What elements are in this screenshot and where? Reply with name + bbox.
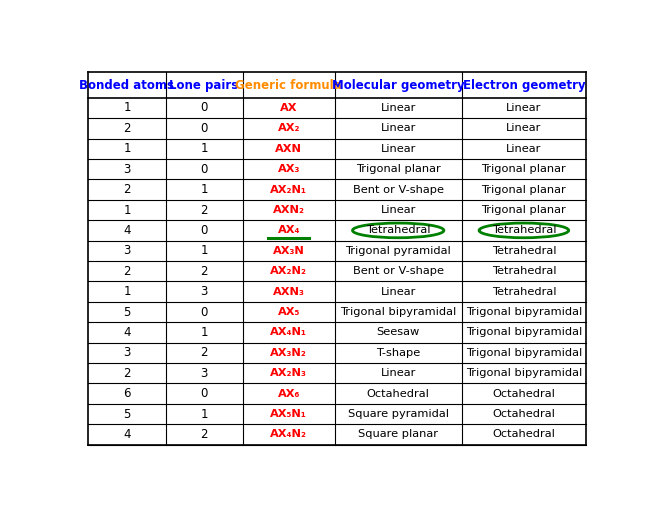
Text: 1: 1 — [123, 101, 131, 115]
Text: 4: 4 — [123, 326, 131, 339]
Text: 0: 0 — [201, 306, 208, 318]
Text: Generic formula: Generic formula — [236, 79, 342, 92]
Text: Trigonal bipyramidal: Trigonal bipyramidal — [466, 368, 582, 378]
Text: 3: 3 — [123, 244, 131, 258]
Text: 2: 2 — [200, 346, 208, 359]
Text: Trigonal bipyramidal: Trigonal bipyramidal — [466, 348, 582, 358]
Text: Linear: Linear — [506, 123, 542, 134]
Text: AXN₃: AXN₃ — [273, 287, 305, 296]
Text: Trigonal planar: Trigonal planar — [482, 164, 567, 174]
Text: AXN: AXN — [275, 144, 302, 154]
Text: 0: 0 — [201, 224, 208, 237]
Text: AX₂: AX₂ — [278, 123, 300, 134]
Text: AX₂N₁: AX₂N₁ — [270, 185, 307, 195]
Text: Linear: Linear — [506, 144, 542, 154]
Text: Linear: Linear — [380, 287, 416, 296]
Text: 1: 1 — [123, 203, 131, 217]
Text: AX₃N₂: AX₃N₂ — [270, 348, 307, 358]
Text: Bent or V-shape: Bent or V-shape — [353, 185, 443, 195]
Text: Tetrahedral: Tetrahedral — [492, 246, 556, 256]
Text: 0: 0 — [201, 101, 208, 115]
Text: 3: 3 — [201, 285, 208, 298]
Text: Trigonal bipyramidal: Trigonal bipyramidal — [466, 307, 582, 317]
Text: Tetrahedral: Tetrahedral — [492, 287, 556, 296]
Text: AX₂N₂: AX₂N₂ — [270, 266, 307, 276]
Text: 1: 1 — [200, 244, 208, 258]
Text: Tetrahedral: Tetrahedral — [366, 225, 430, 236]
Text: Trigonal bipyramidal: Trigonal bipyramidal — [466, 327, 582, 337]
Text: Trigonal planar: Trigonal planar — [356, 164, 441, 174]
Text: AX₄: AX₄ — [278, 225, 300, 236]
Text: 1: 1 — [200, 408, 208, 420]
Text: Trigonal pyramidal: Trigonal pyramidal — [345, 246, 451, 256]
Text: T-shape: T-shape — [376, 348, 420, 358]
Text: Tetrahedral: Tetrahedral — [492, 225, 556, 236]
Text: Octahedral: Octahedral — [492, 389, 555, 399]
Text: 0: 0 — [201, 387, 208, 400]
Text: Trigonal planar: Trigonal planar — [482, 205, 567, 215]
Text: Linear: Linear — [506, 103, 542, 113]
Text: AX₃N: AX₃N — [273, 246, 305, 256]
Text: Bonded atoms: Bonded atoms — [80, 79, 174, 92]
Text: Tetrahedral: Tetrahedral — [492, 266, 556, 276]
Text: 1: 1 — [123, 285, 131, 298]
Text: 1: 1 — [200, 183, 208, 196]
Text: AX₆: AX₆ — [278, 389, 300, 399]
Text: Bent or V-shape: Bent or V-shape — [353, 266, 443, 276]
Text: 0: 0 — [201, 122, 208, 135]
Text: AXN₂: AXN₂ — [272, 205, 305, 215]
Text: Linear: Linear — [380, 205, 416, 215]
Text: 1: 1 — [123, 142, 131, 155]
Text: 2: 2 — [200, 265, 208, 278]
Text: 2: 2 — [123, 122, 131, 135]
Text: Octahedral: Octahedral — [492, 430, 555, 439]
Text: AX₅N₁: AX₅N₁ — [270, 409, 307, 419]
Text: Octahedral: Octahedral — [492, 409, 555, 419]
Text: 6: 6 — [123, 387, 131, 400]
Text: 4: 4 — [123, 224, 131, 237]
Text: 1: 1 — [200, 326, 208, 339]
Text: Linear: Linear — [380, 368, 416, 378]
Text: Molecular geometry: Molecular geometry — [332, 79, 465, 92]
Text: 5: 5 — [123, 408, 131, 420]
Text: Electron geometry: Electron geometry — [463, 79, 585, 92]
Text: 2: 2 — [200, 428, 208, 441]
Text: Square pyramidal: Square pyramidal — [347, 409, 449, 419]
Text: AX: AX — [280, 103, 297, 113]
Text: Lone pairs: Lone pairs — [170, 79, 239, 92]
Text: 3: 3 — [201, 367, 208, 380]
Text: 5: 5 — [123, 306, 131, 318]
Text: 2: 2 — [123, 183, 131, 196]
Text: 3: 3 — [123, 346, 131, 359]
Text: 2: 2 — [123, 367, 131, 380]
Text: AX₃: AX₃ — [278, 164, 300, 174]
Text: Linear: Linear — [380, 144, 416, 154]
Text: 2: 2 — [123, 265, 131, 278]
Text: 2: 2 — [200, 203, 208, 217]
Text: 1: 1 — [200, 142, 208, 155]
Text: Trigonal bipyramidal: Trigonal bipyramidal — [340, 307, 456, 317]
Text: 0: 0 — [201, 163, 208, 176]
Text: Trigonal planar: Trigonal planar — [482, 185, 567, 195]
Text: 4: 4 — [123, 428, 131, 441]
Text: Linear: Linear — [380, 123, 416, 134]
Text: Linear: Linear — [380, 103, 416, 113]
Text: AX₄N₁: AX₄N₁ — [270, 327, 307, 337]
Text: AX₄N₂: AX₄N₂ — [270, 430, 307, 439]
Text: Square planar: Square planar — [358, 430, 438, 439]
Text: AX₂N₃: AX₂N₃ — [270, 368, 307, 378]
Text: 3: 3 — [123, 163, 131, 176]
Text: AX₅: AX₅ — [278, 307, 300, 317]
Text: Octahedral: Octahedral — [367, 389, 430, 399]
Text: Seesaw: Seesaw — [376, 327, 420, 337]
